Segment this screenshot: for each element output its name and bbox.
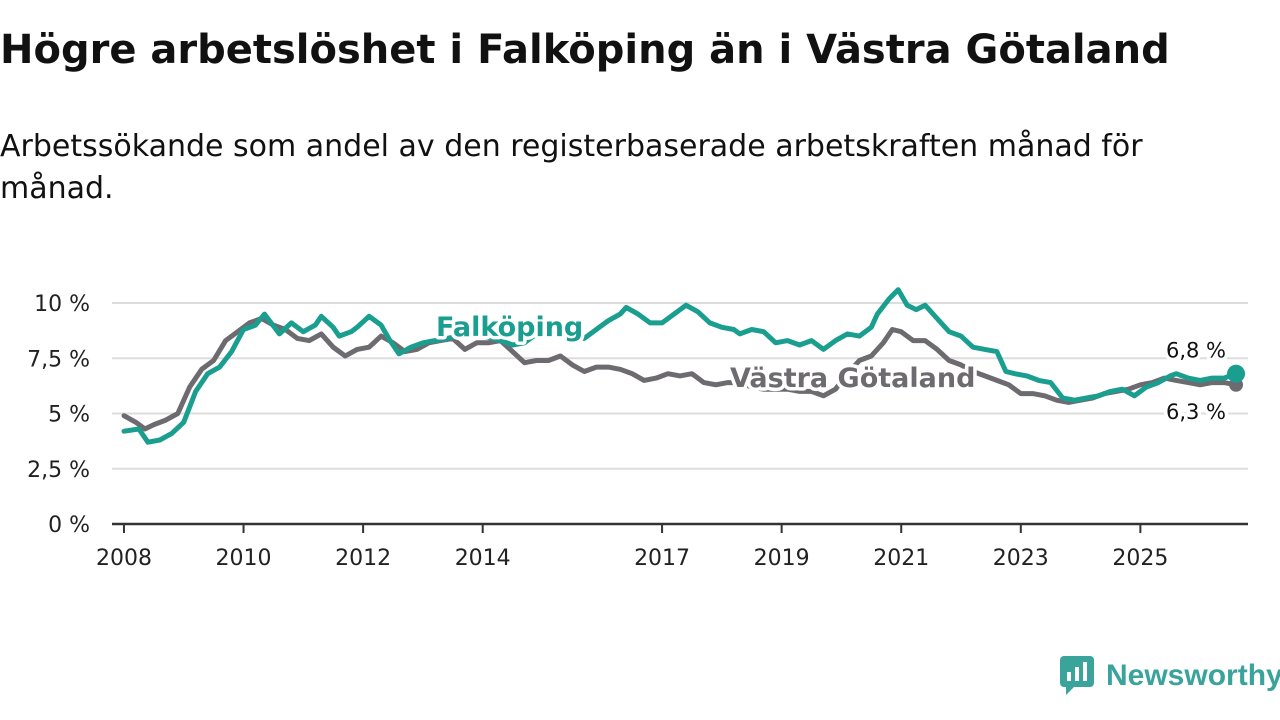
series-layer — [121, 287, 1239, 445]
series-label-vastra-gotaland: Västra Götaland — [730, 363, 975, 394]
series-label-falkoping: Falköping — [436, 312, 583, 343]
brand-name: Newsworthy — [1106, 659, 1280, 692]
chart-title: Högre arbetslöshet i Falköping än i Väst… — [0, 27, 1170, 73]
y-tick-label: 0 % — [48, 513, 90, 538]
newsworthy-logo-icon — [1060, 656, 1094, 695]
x-tick-label: 2014 — [455, 546, 511, 571]
series-line-vastra-gotaland — [121, 316, 1239, 432]
x-tick-label: 2008 — [96, 546, 152, 571]
y-tick-label: 7,5 % — [27, 347, 90, 372]
x-tick-label: 2017 — [634, 546, 690, 571]
x-tick-label: 2012 — [335, 546, 391, 571]
series-line-falkoping — [121, 287, 1239, 445]
grid-layer — [112, 302, 1248, 470]
x-tick-label: 2023 — [993, 546, 1049, 571]
y-tick-label: 10 % — [34, 292, 90, 317]
x-tick-label: 2025 — [1112, 546, 1168, 571]
end-label-vastra-gotaland: 6,3 % — [1166, 400, 1226, 424]
label-layer: Falköping Västra Götaland 6,8 % 6,3 % — [433, 309, 1246, 427]
x-tick-label: 2010 — [216, 546, 272, 571]
brand-logo: Newsworthy — [1060, 656, 1280, 696]
axis-layer: 0 % 2,5 % 5 % 7,5 % 10 % 2008 2010 2012 2014 2017… — [27, 292, 1248, 571]
x-tick-label: 2021 — [873, 546, 929, 571]
y-tick-label: 2,5 % — [27, 458, 90, 483]
y-tick-label: 5 % — [48, 403, 90, 428]
end-point-falkoping — [1227, 364, 1246, 383]
end-label-falkoping: 6,8 % — [1166, 339, 1226, 363]
x-tick-label: 2019 — [754, 546, 810, 571]
chart-subtitle: Arbetssökande som andel av den registerb… — [0, 129, 1143, 206]
